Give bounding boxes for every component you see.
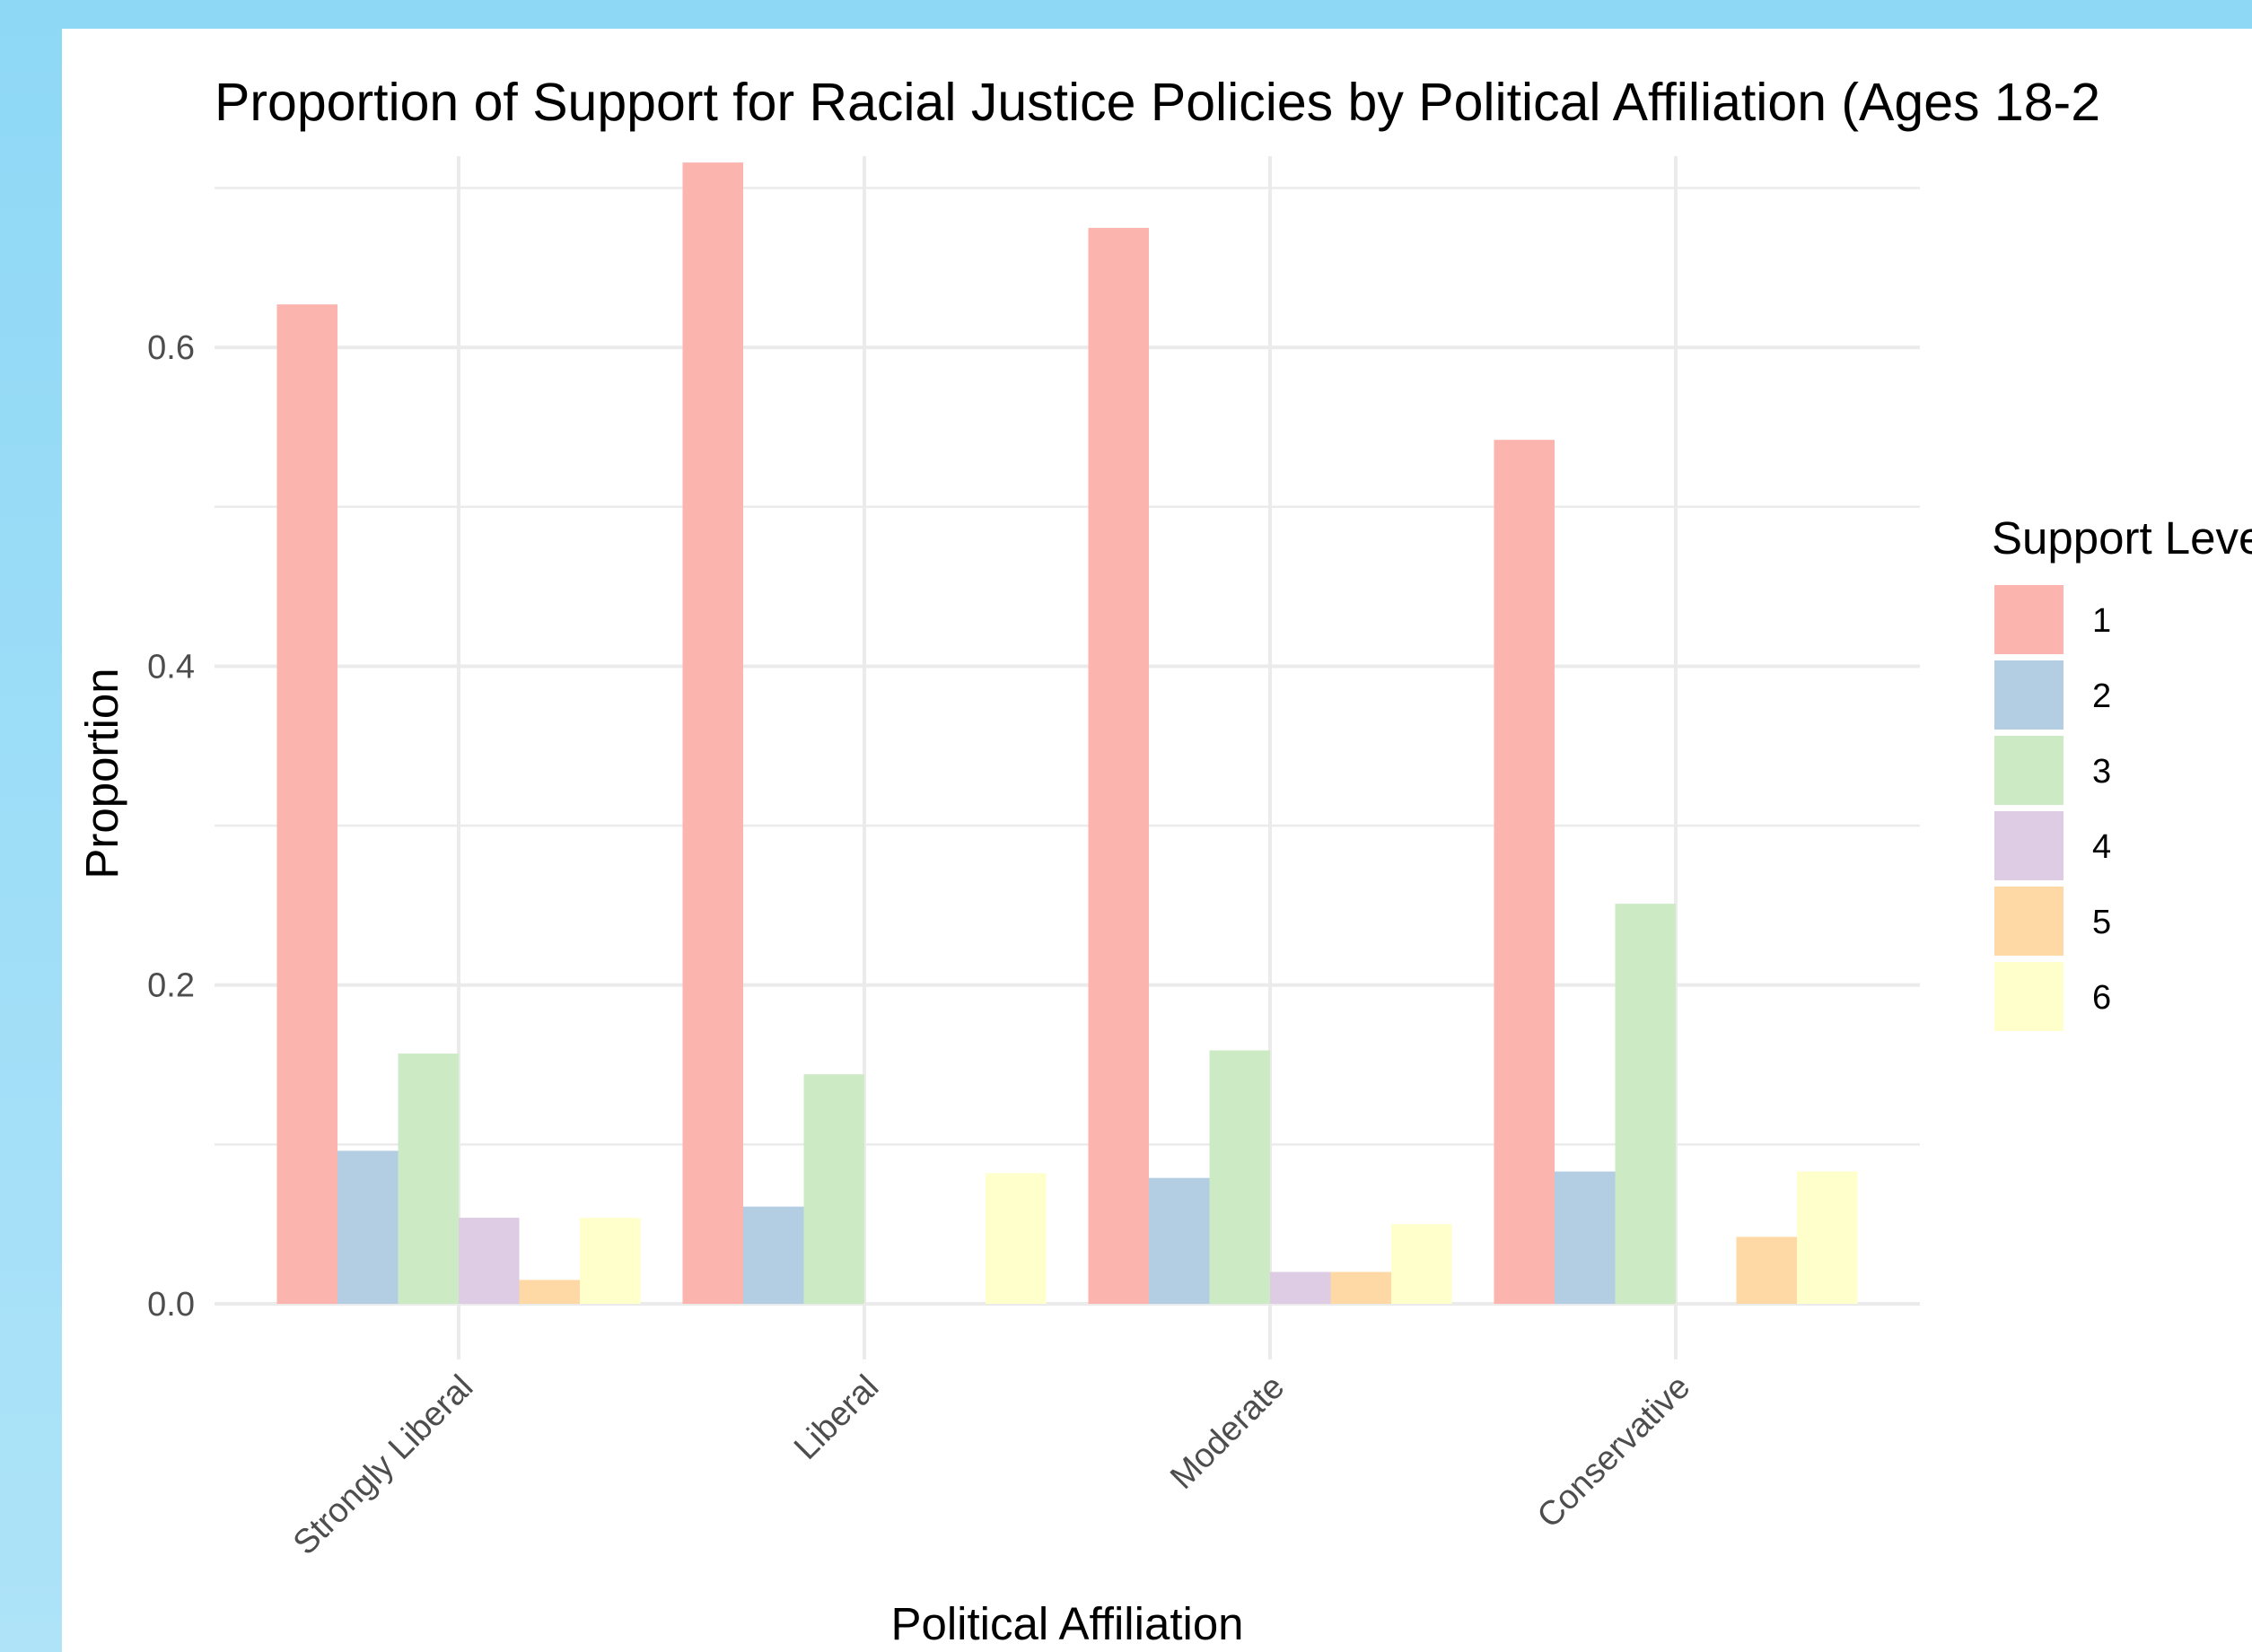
y-tick-label: 0.6 [147, 329, 195, 367]
legend-key [1994, 962, 2064, 1031]
legend-label: 5 [2092, 904, 2111, 941]
legend-key [1994, 660, 2064, 730]
bar [1330, 1272, 1391, 1304]
bar [1209, 1050, 1270, 1304]
bar [1494, 440, 1555, 1304]
legend-key [1994, 887, 2064, 956]
legend-key [1994, 811, 2064, 880]
bars [276, 162, 1858, 1305]
bar [1736, 1237, 1797, 1304]
bar-chart: Proportion of Support for Racial Justice… [76, 73, 2252, 1649]
bar [803, 1074, 864, 1304]
bar [398, 1053, 459, 1304]
bar [1797, 1171, 1858, 1304]
y-axis-title: Proportion [76, 668, 127, 878]
bar [1149, 1177, 1210, 1304]
y-tick-label: 0.0 [147, 1286, 195, 1324]
y-axis-ticks: 0.0 0.2 0.4 0.6 [147, 329, 195, 1324]
x-tick-label: Conservative [1530, 1368, 1698, 1536]
bar [1391, 1224, 1452, 1304]
bar [743, 1206, 804, 1304]
legend-label: 4 [2092, 828, 2111, 866]
chart-panel: Proportion of Support for Racial Justice… [62, 29, 2252, 1652]
bar [459, 1218, 520, 1304]
bar [986, 1173, 1047, 1304]
bar [1088, 227, 1149, 1304]
x-tick-label: Liberal [787, 1368, 886, 1467]
y-tick-label: 0.4 [147, 648, 195, 686]
legend-key [1994, 585, 2064, 654]
legend-key [1994, 736, 2064, 805]
x-tick-label: Moderate [1163, 1368, 1292, 1497]
x-tick-label: Strongly Liberal [286, 1368, 480, 1562]
y-tick-label: 0.2 [147, 967, 195, 1005]
x-axis-title: Political Affiliation [890, 1598, 1243, 1649]
chart-title: Proportion of Support for Racial Justice… [215, 73, 2100, 132]
bar [337, 1150, 399, 1304]
bar [1270, 1272, 1331, 1304]
legend-label: 1 [2092, 602, 2111, 640]
legend-label: 2 [2092, 677, 2111, 715]
legend-title: Support Leve [1992, 512, 2252, 564]
bar [1615, 904, 1676, 1304]
bar [519, 1280, 580, 1304]
bar [1555, 1171, 1616, 1304]
bar [276, 304, 337, 1305]
legend-label: 3 [2092, 753, 2111, 791]
bar [682, 162, 743, 1304]
bar [580, 1218, 641, 1304]
legend-label: 6 [2092, 979, 2111, 1017]
x-axis-ticks: Strongly Liberal Liberal Moderate Conservat… [286, 1368, 1697, 1562]
legend: Support Leve 1 2 3 4 5 6 [1992, 512, 2252, 1031]
